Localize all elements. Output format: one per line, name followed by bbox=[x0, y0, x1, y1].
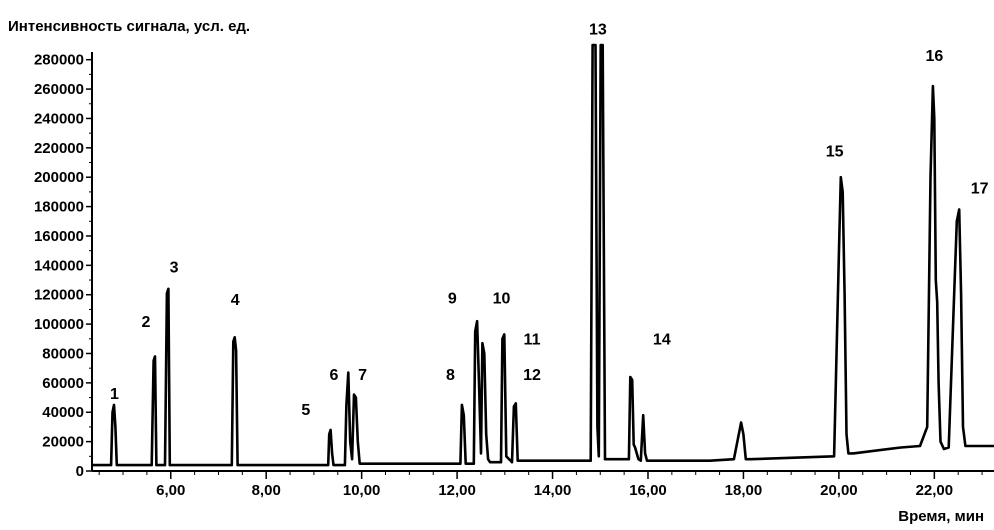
x-tick-label: 14,00 bbox=[534, 482, 572, 499]
peak-label: 16 bbox=[925, 48, 943, 65]
y-tick-label: 140000 bbox=[34, 257, 84, 274]
peak-label: 1 bbox=[110, 386, 119, 403]
y-tick-label: 40000 bbox=[42, 404, 84, 421]
y-tick-label: 60000 bbox=[42, 375, 84, 392]
y-tick-label: 100000 bbox=[34, 316, 84, 333]
peak-label: 7 bbox=[358, 367, 367, 384]
peak-label: 10 bbox=[493, 291, 511, 308]
x-tick-label: 12,00 bbox=[438, 482, 476, 499]
peak-label: 11 bbox=[524, 332, 541, 349]
ticks: 0 20000 40000 60000 80000 100000 120000 140000 1… bbox=[34, 52, 983, 499]
peak-label: 2 bbox=[141, 314, 150, 331]
peak-label: 12 bbox=[523, 367, 541, 384]
peak-label: 4 bbox=[231, 292, 240, 309]
y-tick-label: 220000 bbox=[34, 140, 84, 157]
x-tick-label: 10,00 bbox=[343, 482, 381, 499]
peak-label: 14 bbox=[653, 332, 671, 349]
peak-label: 9 bbox=[448, 291, 457, 308]
y-tick-label: 80000 bbox=[42, 345, 84, 362]
y-tick-label: 240000 bbox=[34, 110, 84, 127]
y-tick-label: 0 bbox=[76, 463, 84, 480]
y-tick-label: 160000 bbox=[34, 228, 84, 245]
peak-label: 5 bbox=[301, 402, 310, 419]
x-axis-title: Время, мин bbox=[898, 508, 984, 525]
y-tick-label: 20000 bbox=[42, 434, 84, 451]
peak-label: 6 bbox=[330, 367, 339, 384]
signal-trace-group bbox=[92, 43, 994, 467]
peak-label: 8 bbox=[446, 367, 455, 384]
y-tick-label: 260000 bbox=[34, 81, 84, 98]
y-tick-label: 180000 bbox=[34, 199, 84, 216]
x-tick-label: 8,00 bbox=[252, 482, 281, 499]
x-tick-label: 22,00 bbox=[916, 482, 954, 499]
axes bbox=[91, 52, 994, 472]
x-tick-label: 6,00 bbox=[156, 482, 185, 499]
peak-label: 13 bbox=[589, 22, 607, 39]
signal-trace bbox=[92, 43, 994, 467]
peak-label: 15 bbox=[826, 144, 844, 161]
y-tick-label: 120000 bbox=[34, 287, 84, 304]
peak-label: 17 bbox=[971, 180, 989, 197]
y-axis-title: Интенсивность сигнала, усл. ед. bbox=[8, 18, 251, 35]
x-tick-label: 16,00 bbox=[629, 482, 667, 499]
x-tick-label: 18,00 bbox=[725, 482, 763, 499]
peak-label: 3 bbox=[170, 260, 179, 277]
x-tick-label: 20,00 bbox=[820, 482, 858, 499]
y-tick-label: 200000 bbox=[34, 169, 84, 186]
y-tick-label: 280000 bbox=[34, 52, 84, 69]
